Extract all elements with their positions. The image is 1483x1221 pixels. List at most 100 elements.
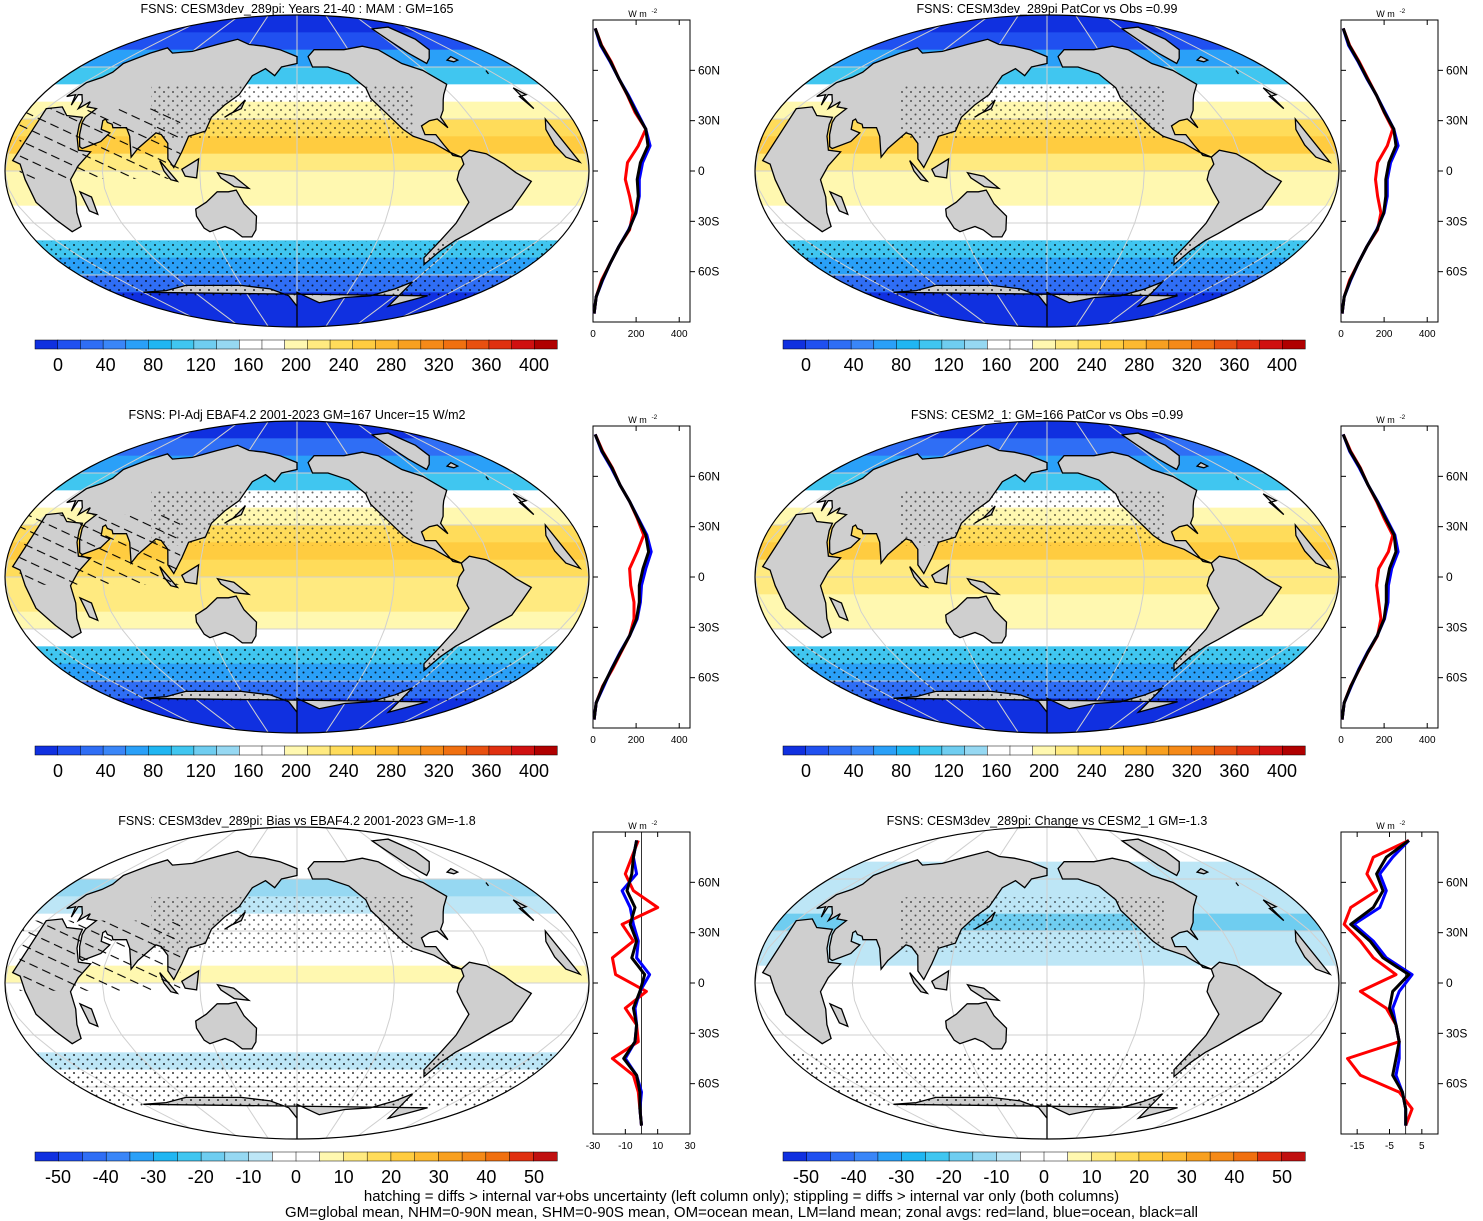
colorbar-swatch <box>850 745 875 756</box>
land-mass <box>1294 523 1333 570</box>
x-tick-label: 200 <box>1376 735 1393 746</box>
colorbar-swatch <box>125 339 150 350</box>
land-mass <box>1195 55 1210 63</box>
zonal-all-line <box>592 27 650 314</box>
land-mass <box>512 899 535 922</box>
hatch-area <box>19 920 181 991</box>
colorbar-swatch <box>805 339 829 350</box>
land-mass <box>945 189 1008 238</box>
colorbar-swatch <box>1168 745 1193 756</box>
colorbar-tick-label: 120 <box>186 761 216 781</box>
colorbar-swatch <box>511 339 535 350</box>
colorbar-swatch <box>782 745 807 756</box>
colorbar-tick-label: 30 <box>429 1167 449 1187</box>
lat-label: 60S <box>1446 265 1467 279</box>
lat-label: 0 <box>698 976 705 990</box>
zonal-unit-label: W m <box>628 821 647 831</box>
lat-label: 60N <box>1446 63 1468 77</box>
colorbar-swatch <box>1236 339 1261 350</box>
colorbar-swatch <box>1009 339 1034 350</box>
land-mass <box>445 867 460 875</box>
zonal-unit-label: W m <box>1376 9 1395 19</box>
colorbar-swatch <box>782 339 807 350</box>
map-field <box>5 827 589 1139</box>
colorbar-swatch <box>534 745 558 756</box>
colorbar-swatch <box>148 745 172 756</box>
colorbar-swatch <box>420 339 445 350</box>
zonal-mean-plot: W m -2 60N 30N 0 30S 60S 0 200 400 <box>590 8 720 340</box>
land-mass <box>909 566 930 589</box>
x-tick-label: 200 <box>628 329 645 340</box>
land-mass <box>828 1002 849 1028</box>
colorbar-swatch <box>964 339 988 350</box>
land-mass <box>1120 838 1180 877</box>
colorbar-tick-label: 240 <box>329 761 359 781</box>
x-tick-label: 200 <box>1376 329 1393 340</box>
footer-line-2: GM=global mean, NHM=0-90N mean, SHM=0-90… <box>284 1204 1198 1221</box>
lat-label: 30S <box>698 1026 719 1040</box>
colorbar-tick-label: 400 <box>1267 355 1297 375</box>
stipple-area <box>151 491 414 546</box>
stipple-area <box>755 1053 1339 1108</box>
panel-3: FSNS: PI-Adj EBAF4.2 2001-2023 GM=167 Un… <box>4 408 720 781</box>
zonal-all-line <box>1349 839 1411 1126</box>
colorbar-tick-label: -10 <box>983 1167 1009 1187</box>
zonal-all-line <box>1340 27 1398 314</box>
colorbar-swatch <box>828 745 852 756</box>
panel-6: FSNS: CESM3dev_289pi: Change vs CESM2_1 … <box>754 814 1468 1187</box>
colorbar-tick-label: 20 <box>381 1167 401 1187</box>
colorbar-swatch <box>319 1151 345 1162</box>
panel-title: FSNS: PI-Adj EBAF4.2 2001-2023 GM=167 Un… <box>129 408 466 422</box>
colorbar-swatch <box>941 745 966 756</box>
x-tick-label: 0 <box>1338 329 1344 340</box>
colorbar-swatch <box>1100 339 1124 350</box>
stipple-area <box>151 897 414 952</box>
colorbar-tick-label: 160 <box>981 355 1011 375</box>
colorbar-tick-label: 320 <box>1172 761 1202 781</box>
land-mass <box>78 190 99 216</box>
colorbar-tick-label: 320 <box>424 761 454 781</box>
colorbar-swatch <box>1162 1151 1187 1162</box>
land-mass <box>909 160 930 183</box>
lat-label: 0 <box>1446 164 1453 178</box>
stipple-area <box>901 897 1164 952</box>
land-mass <box>216 983 252 1002</box>
stipple-area <box>5 1053 589 1108</box>
zonal-unit-label: W m <box>1376 821 1395 831</box>
land-mass <box>1120 432 1180 471</box>
colorbar-swatch <box>485 1151 511 1162</box>
zonal-ocean-line <box>592 27 652 314</box>
colorbar-swatch <box>1020 1151 1045 1162</box>
panel-title: FSNS: CESM3dev_289pi: Change vs CESM2_1 … <box>887 814 1208 828</box>
hatch-area <box>19 108 181 179</box>
colorbar-tick-label: 80 <box>143 355 163 375</box>
colorbar-swatch <box>272 1151 297 1162</box>
colorbar-swatch <box>443 339 467 350</box>
colorbar-swatch <box>284 745 308 756</box>
colorbar-swatch <box>987 745 1011 756</box>
zonal-land-line <box>610 839 660 1126</box>
zonal-mean-plot: W m -2 60N 30N 0 30S 60S 0 200 400 <box>1338 414 1468 746</box>
zonal-land-line <box>592 433 646 720</box>
lat-label: 0 <box>1446 976 1453 990</box>
colorbar-swatch <box>850 339 875 350</box>
colorbar-swatch <box>443 745 467 756</box>
land-mass <box>195 189 258 238</box>
zonal-ocean-line <box>1340 27 1400 314</box>
colorbar-swatch <box>414 1151 439 1162</box>
colorbar-tick-label: 240 <box>329 355 359 375</box>
colorbar-swatch <box>1091 1151 1116 1162</box>
colorbar-swatch <box>295 1151 321 1162</box>
colorbar-swatch <box>352 745 376 756</box>
colorbar-tick-label: 80 <box>891 761 911 781</box>
colorbar-tick-label: -20 <box>936 1167 962 1187</box>
map-field <box>5 421 589 733</box>
footer-line-1: hatching = diffs > internal var+obs unce… <box>363 1188 1120 1205</box>
colorbar-tick-label: 200 <box>1029 355 1059 375</box>
colorbar-swatch <box>80 745 104 756</box>
colorbar-swatch <box>996 1151 1021 1162</box>
colorbar-tick-label: 400 <box>1267 761 1297 781</box>
x-tick-label: 0 <box>590 735 596 746</box>
colorbar-tick-label: 40 <box>844 355 864 375</box>
lat-label: 30S <box>1446 214 1467 228</box>
